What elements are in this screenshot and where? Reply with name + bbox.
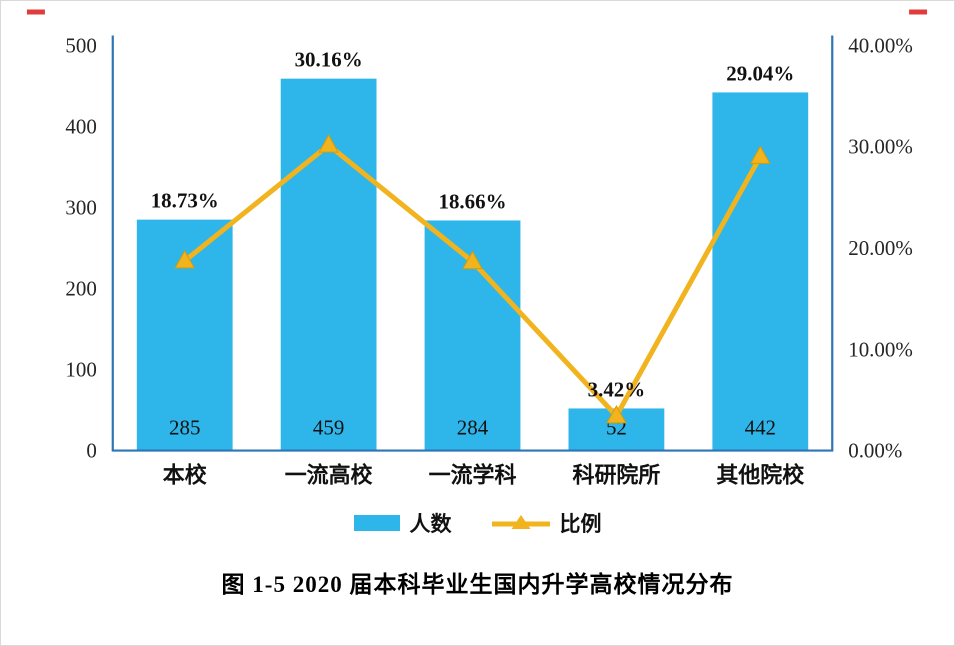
legend-bar-swatch — [353, 515, 400, 531]
triangle-marker-科研院所 — [606, 404, 627, 424]
legend-item-people-count: 人数 — [353, 508, 452, 538]
bar-value-label-442: 442 — [745, 416, 776, 440]
category-label-一流学科: 一流学科 — [429, 463, 517, 488]
triangle-marker-其他院校 — [749, 145, 771, 164]
chart-legend: 人数 比例 — [1, 508, 954, 538]
ratio-label-29.04%: 29.04% — [726, 61, 794, 85]
right-axis-tick-10.00%: 10.00% — [848, 337, 913, 361]
triangle-marker-本校 — [174, 249, 196, 269]
right-axis-tick-20.00%: 20.00% — [848, 236, 913, 260]
left-axis-tick-500: 500 — [65, 33, 96, 57]
category-label-一流高校: 一流高校 — [285, 463, 373, 488]
triangle-marker-一流高校 — [318, 134, 339, 153]
legend-line-swatch — [491, 515, 550, 529]
category-label-本校: 本校 — [163, 463, 207, 488]
category-label-科研院所: 科研院所 — [573, 463, 661, 488]
right-axis-tick-0.00%: 0.00% — [848, 439, 902, 463]
right-axis-tick-30.00%: 30.00% — [848, 135, 913, 159]
category-label-其他院校: 其他院校 — [716, 463, 804, 488]
legend-label-people-count: 人数 — [409, 512, 452, 536]
combo-chart-canvas: 0 100 200 300 400 500 0.00% 10.00% 20.00% 30.00% 4… — [26, 9, 928, 488]
left-axis-tick-400: 400 — [65, 114, 96, 138]
ratio-label-3.42%: 3.42% — [588, 377, 646, 401]
bar-value-label-459: 459 — [313, 416, 344, 440]
chart-caption: 图 1-5 2020 届本科毕业生国内升学高校情况分布 — [221, 572, 734, 597]
left-axis-tick-200: 200 — [65, 277, 96, 301]
legend-label-ratio: 比例 — [559, 512, 602, 536]
bar-value-label-285: 285 — [169, 416, 200, 440]
bar-value-label-284: 284 — [457, 416, 489, 440]
crop-mark-right — [909, 9, 928, 15]
legend-item-ratio: 比例 — [491, 508, 602, 538]
right-axis-tick-40.00%: 40.00% — [848, 33, 913, 57]
left-axis-tick-0: 0 — [86, 439, 96, 463]
legend-triangle-marker-icon — [511, 515, 530, 529]
crop-mark-left — [26, 9, 45, 15]
ratio-label-18.73%: 18.73% — [151, 189, 219, 213]
ratio-label-18.66%: 18.66% — [438, 189, 506, 213]
triangle-marker-一流学科 — [462, 250, 483, 270]
ratio-label-30.16%: 30.16% — [295, 48, 363, 72]
left-axis-tick-300: 300 — [65, 195, 96, 219]
left-axis-tick-100: 100 — [65, 358, 96, 382]
